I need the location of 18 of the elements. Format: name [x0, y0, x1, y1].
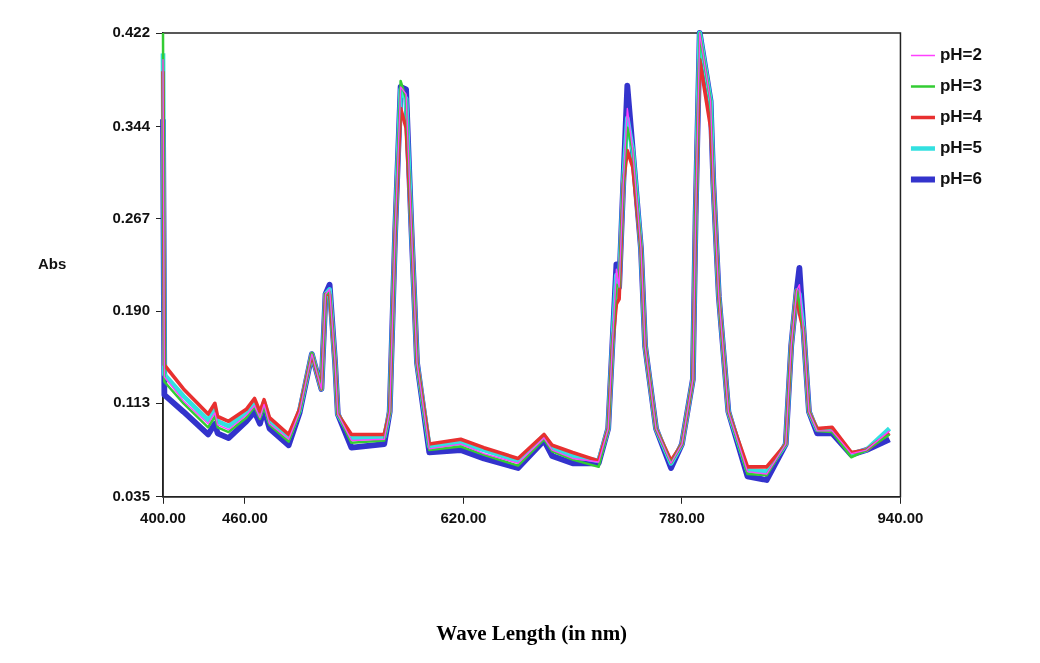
y-tick-label: 0.190 — [112, 301, 150, 319]
legend-label: pH=3 — [939, 76, 982, 96]
y-tick-label: 0.422 — [112, 23, 150, 41]
legend-label: pH=5 — [939, 138, 982, 158]
legend-label: pH=6 — [939, 169, 982, 189]
x-tick-label: 780.00 — [659, 508, 705, 526]
y-tick-label: 0.113 — [113, 393, 150, 411]
x-tick-label: 400.00 — [140, 508, 186, 526]
legend-label: pH=4 — [939, 107, 983, 127]
y-axis-title: Abs — [38, 255, 67, 273]
x-tick-label: 460.00 — [221, 508, 268, 526]
x-tick-label: 940.00 — [877, 508, 924, 526]
y-tick-label: 0.035 — [112, 486, 150, 504]
y-tick-label: 0.344 — [112, 116, 151, 134]
legend-label: pH=2 — [939, 45, 982, 65]
y-tick-label: 0.267 — [112, 208, 150, 226]
x-axis-title: Wave Length (in nm) — [436, 620, 628, 645]
x-tick-label: 620.00 — [440, 508, 487, 526]
